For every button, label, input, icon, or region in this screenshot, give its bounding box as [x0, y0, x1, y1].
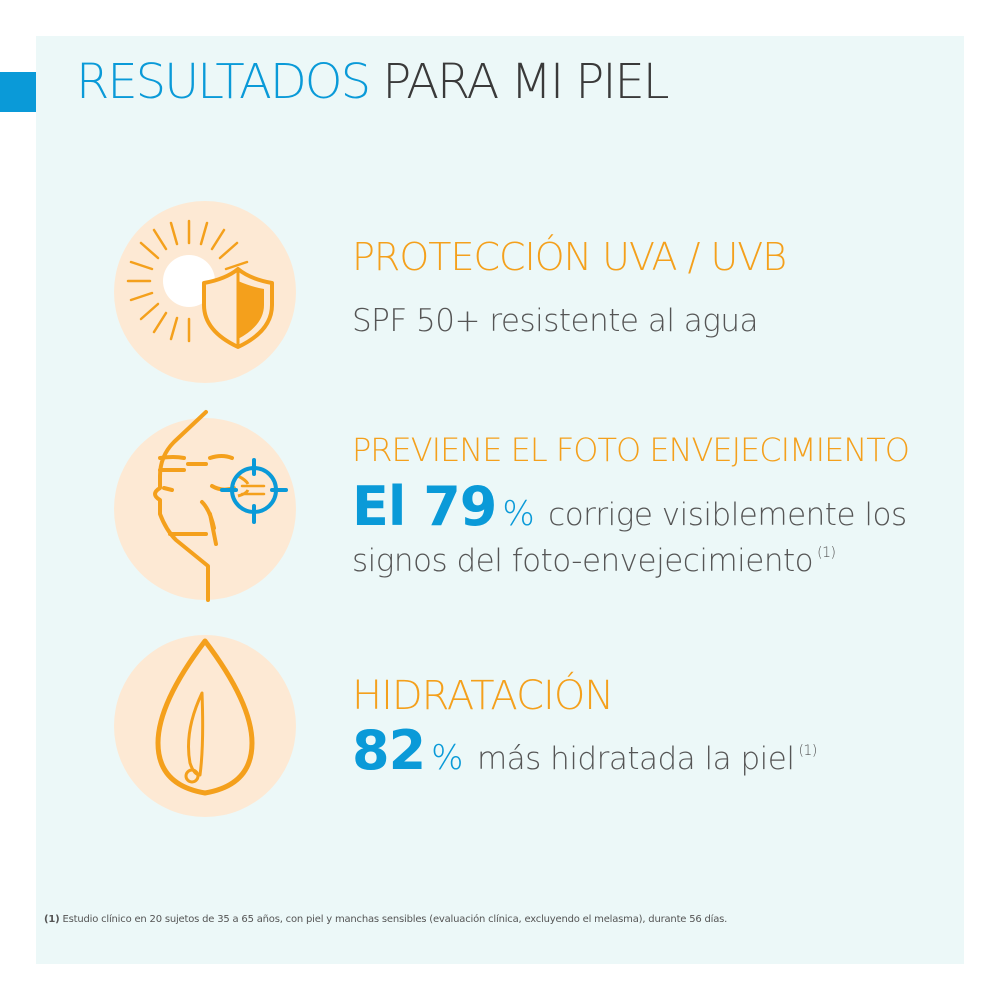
text-photo-aging-line1: corrige visiblemente los	[548, 497, 907, 533]
page-title: RESULTADOS PARA MI PIEL	[76, 58, 670, 106]
heading-photo-aging: PREVIENE EL FOTO ENVEJECIMIENTO	[352, 431, 910, 469]
footnote-ref-hydration: (1)	[798, 743, 817, 759]
stat-unit-photo-aging: %	[502, 494, 535, 534]
title-rest: PARA MI PIEL	[382, 54, 669, 110]
stat-line-photo-aging: El 79% corrige visiblemente los	[352, 480, 907, 534]
stat-number-hydration: 82	[352, 719, 426, 782]
water-drop-icon	[114, 635, 296, 817]
text-photo-aging-line2-wrap: signos del foto-envejecimiento (1)	[352, 543, 836, 579]
footnote: (1) Estudio clínico en 20 sujetos de 35 …	[44, 914, 727, 925]
sun-shield-icon	[114, 201, 296, 383]
stat-number-photo-aging: El 79	[352, 475, 497, 538]
text-uv-protection: SPF 50+ resistente al agua	[352, 303, 759, 339]
heading-hydration: HIDRATACIÓN	[352, 673, 614, 719]
text-hydration: más hidratada la piel	[476, 741, 795, 777]
text-photo-aging-line2: signos del foto-envejecimiento	[352, 543, 814, 579]
accent-bar	[0, 72, 36, 112]
footnote-marker: (1)	[44, 914, 60, 925]
heading-uv-protection: PROTECCIÓN UVA / UVB	[352, 235, 787, 279]
title-highlight: RESULTADOS	[76, 54, 371, 110]
face-target-icon	[114, 410, 296, 602]
stat-unit-hydration: %	[431, 738, 463, 778]
stat-line-hydration: 82% más hidratada la piel (1)	[352, 724, 817, 778]
footnote-text: Estudio clínico en 20 sujetos de 35 a 65…	[62, 914, 728, 925]
footnote-ref-photo-aging: (1)	[817, 545, 836, 561]
